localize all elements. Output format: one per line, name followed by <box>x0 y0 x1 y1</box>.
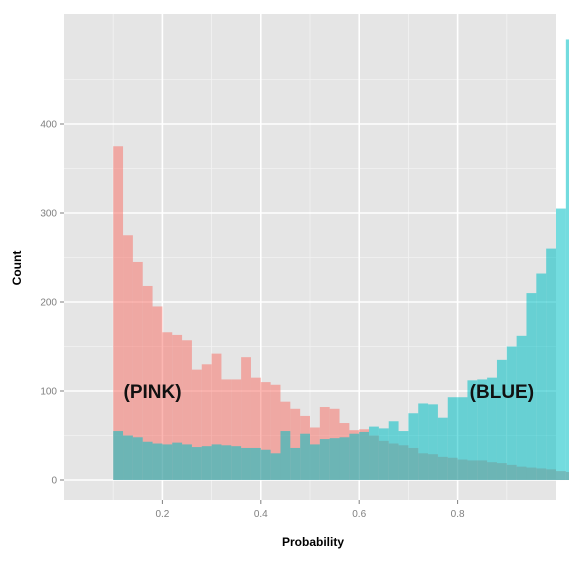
bar-series-2 <box>457 397 468 480</box>
bar-series-2 <box>319 439 330 480</box>
bar-series-2 <box>123 435 133 480</box>
y-axis-title: Count <box>10 251 24 286</box>
bar-series-2 <box>300 433 310 480</box>
bar-series-1 <box>260 382 271 480</box>
bar-series-2 <box>408 413 419 480</box>
bar-series-1 <box>241 357 251 480</box>
x-axis-title: Probability <box>282 535 344 549</box>
bar-series-1 <box>162 332 173 480</box>
bar-series-2 <box>270 453 281 480</box>
x-tick-label: 0.6 <box>352 509 366 520</box>
bar-series-2 <box>191 447 202 480</box>
bar-series-2 <box>142 441 153 480</box>
bar-series-1 <box>211 353 222 480</box>
bar-series-2 <box>280 431 291 480</box>
bar-series-1 <box>113 146 124 480</box>
bar-series-1 <box>270 384 281 480</box>
annotations: (PINK) (BLUE) <box>124 382 535 403</box>
bar-series-2 <box>260 449 271 480</box>
y-tick-label: 200 <box>40 298 57 309</box>
bar-series-2 <box>487 377 497 480</box>
bar-series-2 <box>211 444 222 480</box>
bar-series-2 <box>378 428 389 480</box>
bar-series-1 <box>290 408 301 480</box>
y-tick-label: 100 <box>40 387 57 398</box>
bar-series-1 <box>152 306 163 480</box>
bar-series-2 <box>172 442 183 480</box>
y-tick-label: 400 <box>40 120 57 131</box>
annotation-label: (PINK) <box>124 382 182 403</box>
annotation-label: (BLUE) <box>470 382 534 403</box>
x-tick-label: 0.8 <box>451 509 465 520</box>
bar-series-1 <box>172 334 183 480</box>
bar-series-1 <box>142 285 153 480</box>
bar-series-2 <box>496 359 507 480</box>
y-axis-ticks: 0 100 200 300 400 <box>40 120 64 487</box>
bar-series-2 <box>437 417 448 480</box>
x-axis-ticks: 0.2 0.4 0.6 0.8 <box>155 500 465 520</box>
bar-series-2 <box>152 443 163 480</box>
bar-series-2 <box>398 431 409 480</box>
bar-series-2 <box>310 444 320 480</box>
bar-series-2 <box>467 380 478 480</box>
bar-series-2 <box>526 293 537 480</box>
y-tick-label: 0 <box>51 476 57 487</box>
bar-series-2 <box>369 426 379 480</box>
bar-series-2 <box>447 397 458 480</box>
bar-series-2 <box>329 438 340 480</box>
bar-series-2 <box>536 273 547 480</box>
bar-series-2 <box>565 39 569 480</box>
bar-series-2 <box>388 421 399 480</box>
bar-series-2 <box>477 379 488 480</box>
bar-series-1 <box>182 340 192 480</box>
bar-series-2 <box>201 446 212 480</box>
bar-series-2 <box>428 404 438 480</box>
bar-series-1 <box>191 369 202 480</box>
bar-series-2 <box>221 445 232 480</box>
y-tick-label: 300 <box>40 209 57 220</box>
bar-series-2 <box>182 444 192 480</box>
bar-series-1 <box>231 379 242 480</box>
bar-series-2 <box>506 346 517 480</box>
bar-series-2 <box>290 447 301 480</box>
bar-series-1 <box>221 379 232 480</box>
bar-series-2 <box>250 447 261 480</box>
bar-series-1 <box>250 377 261 480</box>
bar-series-2 <box>359 431 370 480</box>
bar-series-2 <box>556 208 566 481</box>
bar-series-2 <box>231 446 242 480</box>
histogram-bars <box>113 39 569 481</box>
x-tick-label: 0.4 <box>254 509 268 520</box>
bar-series-2 <box>241 447 251 480</box>
bar-series-2 <box>339 437 350 480</box>
bar-series-2 <box>132 437 143 480</box>
bar-series-1 <box>132 261 143 480</box>
bar-series-1 <box>123 235 133 480</box>
x-tick-label: 0.2 <box>155 509 169 520</box>
bar-series-2 <box>349 433 360 480</box>
bar-series-2 <box>162 444 173 480</box>
bar-series-1 <box>201 364 212 480</box>
bar-series-2 <box>546 248 556 480</box>
bar-series-2 <box>516 335 527 480</box>
bar-series-2 <box>113 431 124 480</box>
bar-series-2 <box>418 403 429 480</box>
